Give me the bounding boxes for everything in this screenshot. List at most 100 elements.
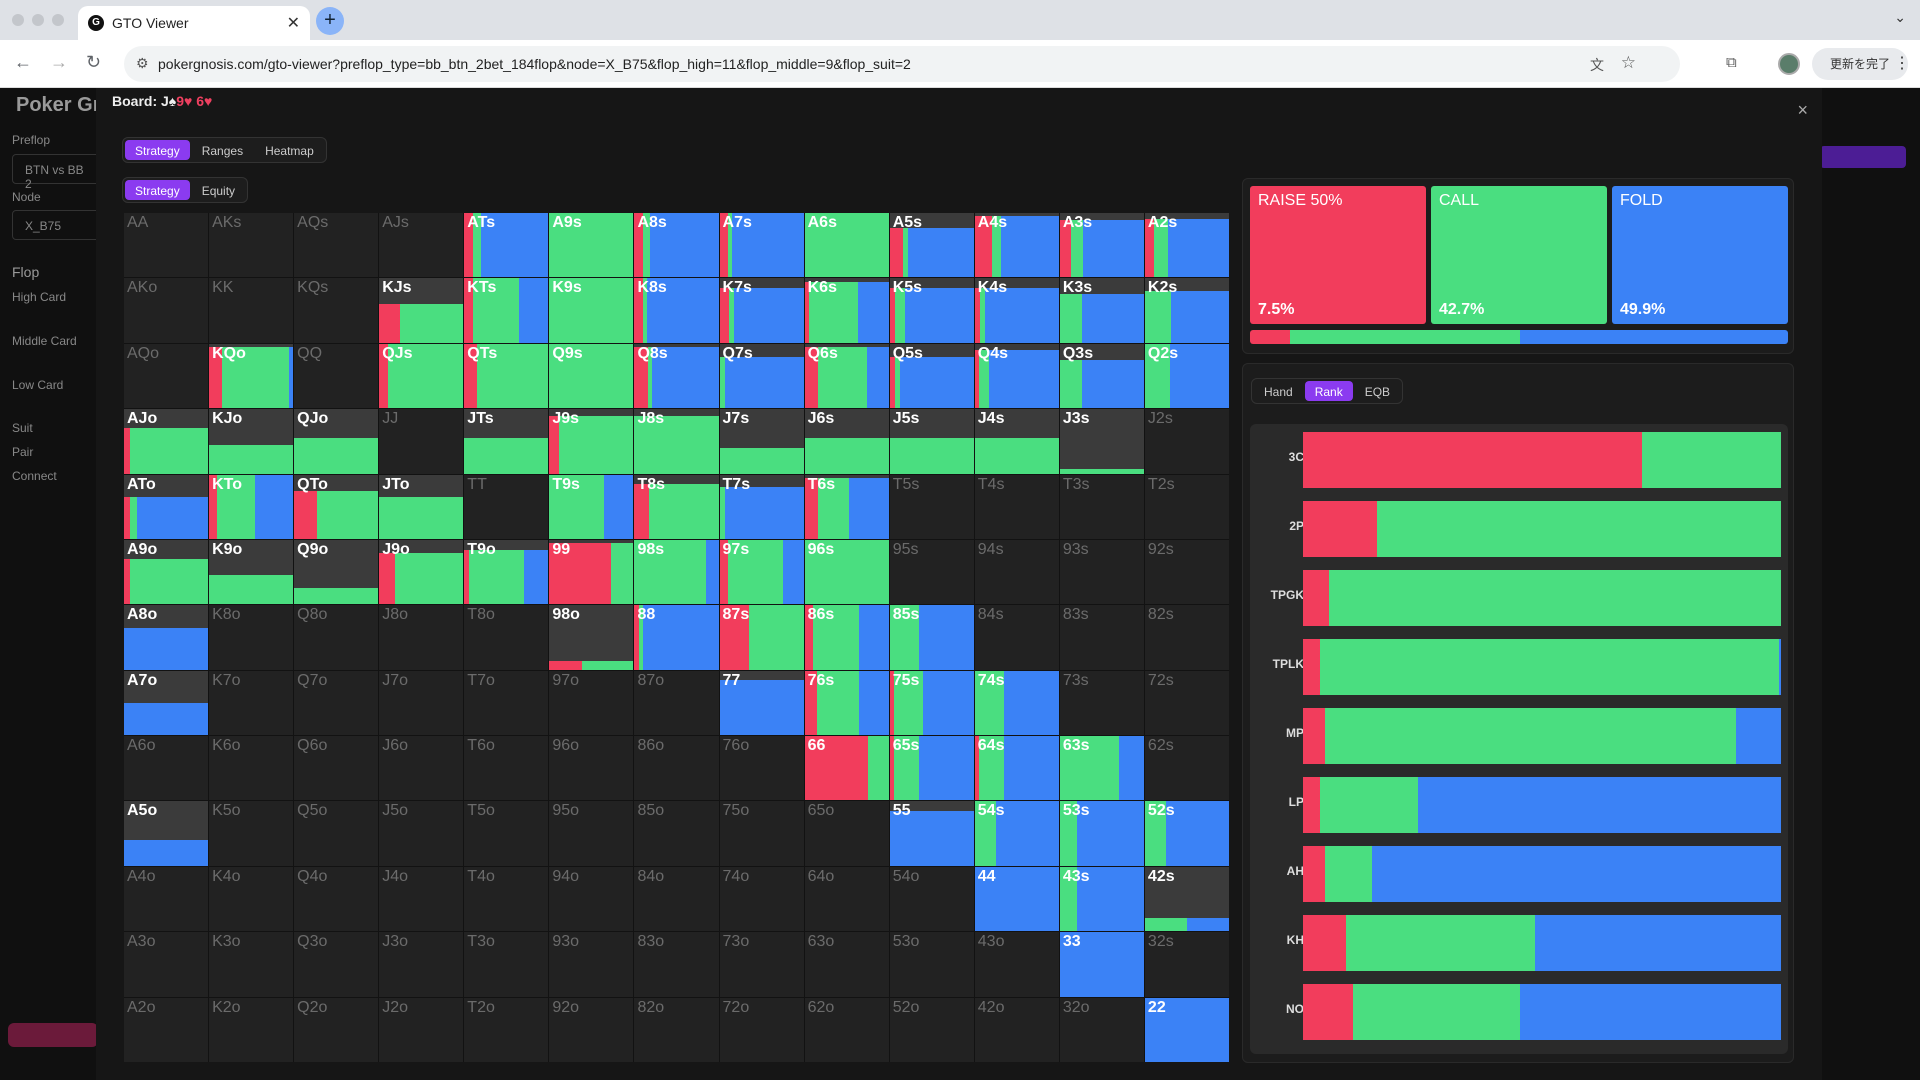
hand-cell[interactable]: 97s xyxy=(719,539,804,605)
hand-cell[interactable]: J8s xyxy=(634,409,719,474)
hand-cell[interactable]: J7o xyxy=(379,670,464,736)
hand-cell[interactable]: J9o xyxy=(379,539,464,605)
rank-row[interactable]: KH xyxy=(1250,915,1788,971)
hand-cell[interactable]: 83o xyxy=(634,932,719,997)
hand-cell[interactable]: J5s xyxy=(889,409,974,474)
sidebar-action-button[interactable] xyxy=(8,1023,98,1047)
hand-cell[interactable]: 64s xyxy=(974,736,1059,801)
tab-close-icon[interactable]: ✕ xyxy=(286,15,300,32)
hand-cell[interactable]: 52s xyxy=(1144,801,1229,866)
hand-cell[interactable]: Q5o xyxy=(294,801,379,866)
hand-cell[interactable]: 98s xyxy=(634,539,719,605)
hand-cell[interactable]: K6o xyxy=(209,736,294,801)
tab-rank[interactable]: Rank xyxy=(1304,381,1353,401)
hand-cell[interactable]: J2o xyxy=(379,997,464,1062)
tab-heatmap[interactable]: Heatmap xyxy=(265,144,314,158)
hand-cell[interactable]: T2s xyxy=(1144,474,1229,539)
hand-cell[interactable]: T7o xyxy=(464,670,549,736)
hand-cell[interactable]: 98o xyxy=(549,605,634,670)
hand-cell[interactable]: A5o xyxy=(124,801,209,866)
hand-cell[interactable]: K8o xyxy=(209,605,294,670)
hand-cell[interactable]: Q2o xyxy=(294,997,379,1062)
forward-arrow-icon[interactable]: → xyxy=(50,52,68,72)
hand-cell[interactable]: K7s xyxy=(719,278,804,343)
hand-cell[interactable]: KTo xyxy=(209,474,294,539)
hand-cell[interactable]: A7o xyxy=(124,670,209,736)
hand-cell[interactable]: 96o xyxy=(549,736,634,801)
hand-cell[interactable]: QJo xyxy=(294,409,379,474)
hand-cell[interactable]: 32o xyxy=(1059,997,1144,1062)
rank-row[interactable]: MP xyxy=(1250,708,1788,764)
hand-cell[interactable]: 62o xyxy=(804,997,889,1062)
hand-cell[interactable]: JTs xyxy=(464,409,549,474)
hand-cell[interactable]: 44 xyxy=(974,866,1059,932)
tab-ranges[interactable]: Ranges xyxy=(201,144,244,158)
hand-cell[interactable]: 54o xyxy=(889,866,974,932)
hand-cell[interactable]: K6s xyxy=(804,278,889,343)
hand-cell[interactable]: A8s xyxy=(634,213,719,278)
hand-cell[interactable]: A9s xyxy=(549,213,634,278)
window-zoom-dot[interactable] xyxy=(52,14,64,26)
call-action-card[interactable]: CALL 42.7% xyxy=(1431,186,1607,324)
hand-cell[interactable]: A9o xyxy=(124,539,209,605)
hand-cell[interactable]: 92s xyxy=(1144,539,1229,605)
hand-cell[interactable]: 43o xyxy=(974,932,1059,997)
translate-icon[interactable]: 文 xyxy=(1590,57,1604,73)
hand-cell[interactable]: 65s xyxy=(889,736,974,801)
hand-cell[interactable]: 53o xyxy=(889,932,974,997)
hand-cell[interactable]: 94s xyxy=(974,539,1059,605)
hand-cell[interactable]: 83s xyxy=(1059,605,1144,670)
hand-cell[interactable]: 55 xyxy=(889,801,974,866)
address-bar[interactable]: ⚙ pokergnosis.com/gto-viewer?preflop_typ… xyxy=(124,46,1680,82)
hand-cell[interactable]: KTs xyxy=(464,278,549,343)
hand-cell[interactable]: Q2s xyxy=(1144,343,1229,409)
hand-cell[interactable]: 63s xyxy=(1059,736,1144,801)
hand-cell[interactable]: JTo xyxy=(379,474,464,539)
hand-cell[interactable]: T6o xyxy=(464,736,549,801)
hand-cell[interactable]: QTs xyxy=(464,343,549,409)
tab-search-chevron-icon[interactable]: ⌄ xyxy=(1894,9,1906,25)
hand-cell[interactable]: 99 xyxy=(549,539,634,605)
hand-cell[interactable]: AQs xyxy=(294,213,379,278)
hand-cell[interactable]: K9s xyxy=(549,278,634,343)
hand-cell[interactable]: K5o xyxy=(209,801,294,866)
hand-cell[interactable]: A6o xyxy=(124,736,209,801)
hand-cell[interactable]: A2s xyxy=(1144,213,1229,278)
hand-cell[interactable]: AKs xyxy=(209,213,294,278)
hand-cell[interactable]: A5s xyxy=(889,213,974,278)
hand-cell[interactable]: 64o xyxy=(804,866,889,932)
rank-row[interactable]: TPLK xyxy=(1250,639,1788,695)
hand-cell[interactable]: T9s xyxy=(549,474,634,539)
hand-cell[interactable]: A4s xyxy=(974,213,1059,278)
hand-cell[interactable]: A3o xyxy=(124,932,209,997)
hand-cell[interactable]: JJ xyxy=(379,409,464,474)
hand-cell[interactable]: 95s xyxy=(889,539,974,605)
hand-cell[interactable]: A4o xyxy=(124,866,209,932)
hand-cell[interactable]: Q9s xyxy=(549,343,634,409)
hand-cell[interactable]: 73o xyxy=(719,932,804,997)
extensions-puzzle-icon[interactable]: ⧉ xyxy=(1726,54,1737,71)
hand-cell[interactable]: Q7o xyxy=(294,670,379,736)
hand-cell[interactable]: 87o xyxy=(634,670,719,736)
hand-cell[interactable]: 52o xyxy=(889,997,974,1062)
hand-cell[interactable]: 86o xyxy=(634,736,719,801)
rank-row[interactable]: LP xyxy=(1250,777,1788,833)
hand-cell[interactable]: 92o xyxy=(549,997,634,1062)
hand-cell[interactable]: 74o xyxy=(719,866,804,932)
hand-cell[interactable]: T2o xyxy=(464,997,549,1062)
rank-row[interactable]: AH xyxy=(1250,846,1788,902)
hand-cell[interactable]: J6o xyxy=(379,736,464,801)
tab-hand[interactable]: Hand xyxy=(1264,385,1293,399)
hand-cell[interactable]: 94o xyxy=(549,866,634,932)
reload-icon[interactable]: ↻ xyxy=(86,52,102,72)
hand-cell[interactable]: 86s xyxy=(804,605,889,670)
node-select[interactable]: X_B75 xyxy=(12,210,102,240)
hand-cell[interactable]: 66 xyxy=(804,736,889,801)
hand-cell[interactable]: K3o xyxy=(209,932,294,997)
window-close-dot[interactable] xyxy=(12,14,24,26)
preflop-select[interactable]: BTN vs BB 2 xyxy=(12,154,102,191)
hand-cell[interactable]: Q3s xyxy=(1059,343,1144,409)
hand-cell[interactable]: K8s xyxy=(634,278,719,343)
hand-cell[interactable]: 84o xyxy=(634,866,719,932)
hand-cell[interactable]: 96s xyxy=(804,539,889,605)
